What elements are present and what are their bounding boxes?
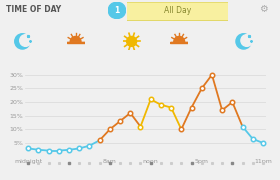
Circle shape [20, 35, 31, 46]
Text: All Day: All Day [164, 6, 192, 15]
Circle shape [127, 36, 137, 46]
FancyBboxPatch shape [122, 2, 233, 21]
Bar [170, 42, 188, 43]
Circle shape [241, 35, 253, 46]
Text: ⚙: ⚙ [259, 4, 267, 15]
Circle shape [236, 34, 251, 49]
Text: 1: 1 [114, 6, 120, 15]
Wedge shape [174, 36, 185, 42]
Text: TIME OF DAY: TIME OF DAY [6, 4, 61, 14]
Circle shape [15, 34, 30, 49]
Bar [67, 42, 85, 43]
Wedge shape [70, 36, 81, 42]
Circle shape [108, 2, 126, 19]
